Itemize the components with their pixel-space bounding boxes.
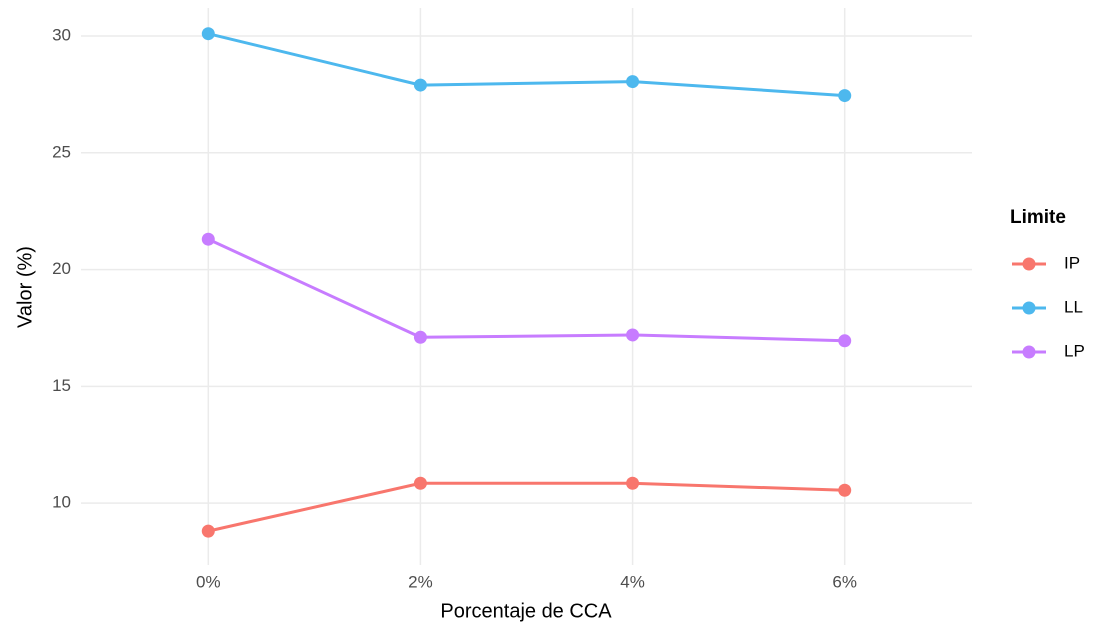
legend-label: IP xyxy=(1064,253,1080,272)
point xyxy=(838,334,852,348)
x-tick-label: 0% xyxy=(196,572,221,591)
y-tick-label: 30 xyxy=(52,26,71,45)
legend-label: LP xyxy=(1064,341,1085,360)
legend-swatch xyxy=(1022,345,1036,359)
point xyxy=(626,328,640,342)
series-line xyxy=(207,237,845,343)
y-tick-label: 20 xyxy=(52,259,71,278)
x-axis-title: Porcentaje de CCA xyxy=(440,600,612,622)
point xyxy=(626,75,640,89)
legend-title: Limite xyxy=(1010,207,1066,228)
point xyxy=(838,89,852,103)
series-line xyxy=(207,481,845,533)
y-tick-label: 10 xyxy=(52,493,71,512)
point xyxy=(626,476,640,490)
y-tick-label: 25 xyxy=(52,142,71,161)
point xyxy=(838,483,852,497)
series-line xyxy=(207,32,845,98)
point xyxy=(413,78,427,92)
point xyxy=(201,524,215,538)
x-tick-label: 2% xyxy=(408,572,433,591)
legend-swatch xyxy=(1022,257,1036,271)
y-axis-title: Valor (%) xyxy=(14,246,36,328)
legend-label: LL xyxy=(1064,297,1083,316)
legend-swatch xyxy=(1022,301,1036,315)
x-tick-label: 6% xyxy=(832,572,857,591)
x-tick-label: 4% xyxy=(620,572,645,591)
point xyxy=(413,476,427,490)
point xyxy=(413,330,427,344)
point xyxy=(201,232,215,246)
y-tick-label: 15 xyxy=(52,376,71,395)
point xyxy=(201,27,215,41)
